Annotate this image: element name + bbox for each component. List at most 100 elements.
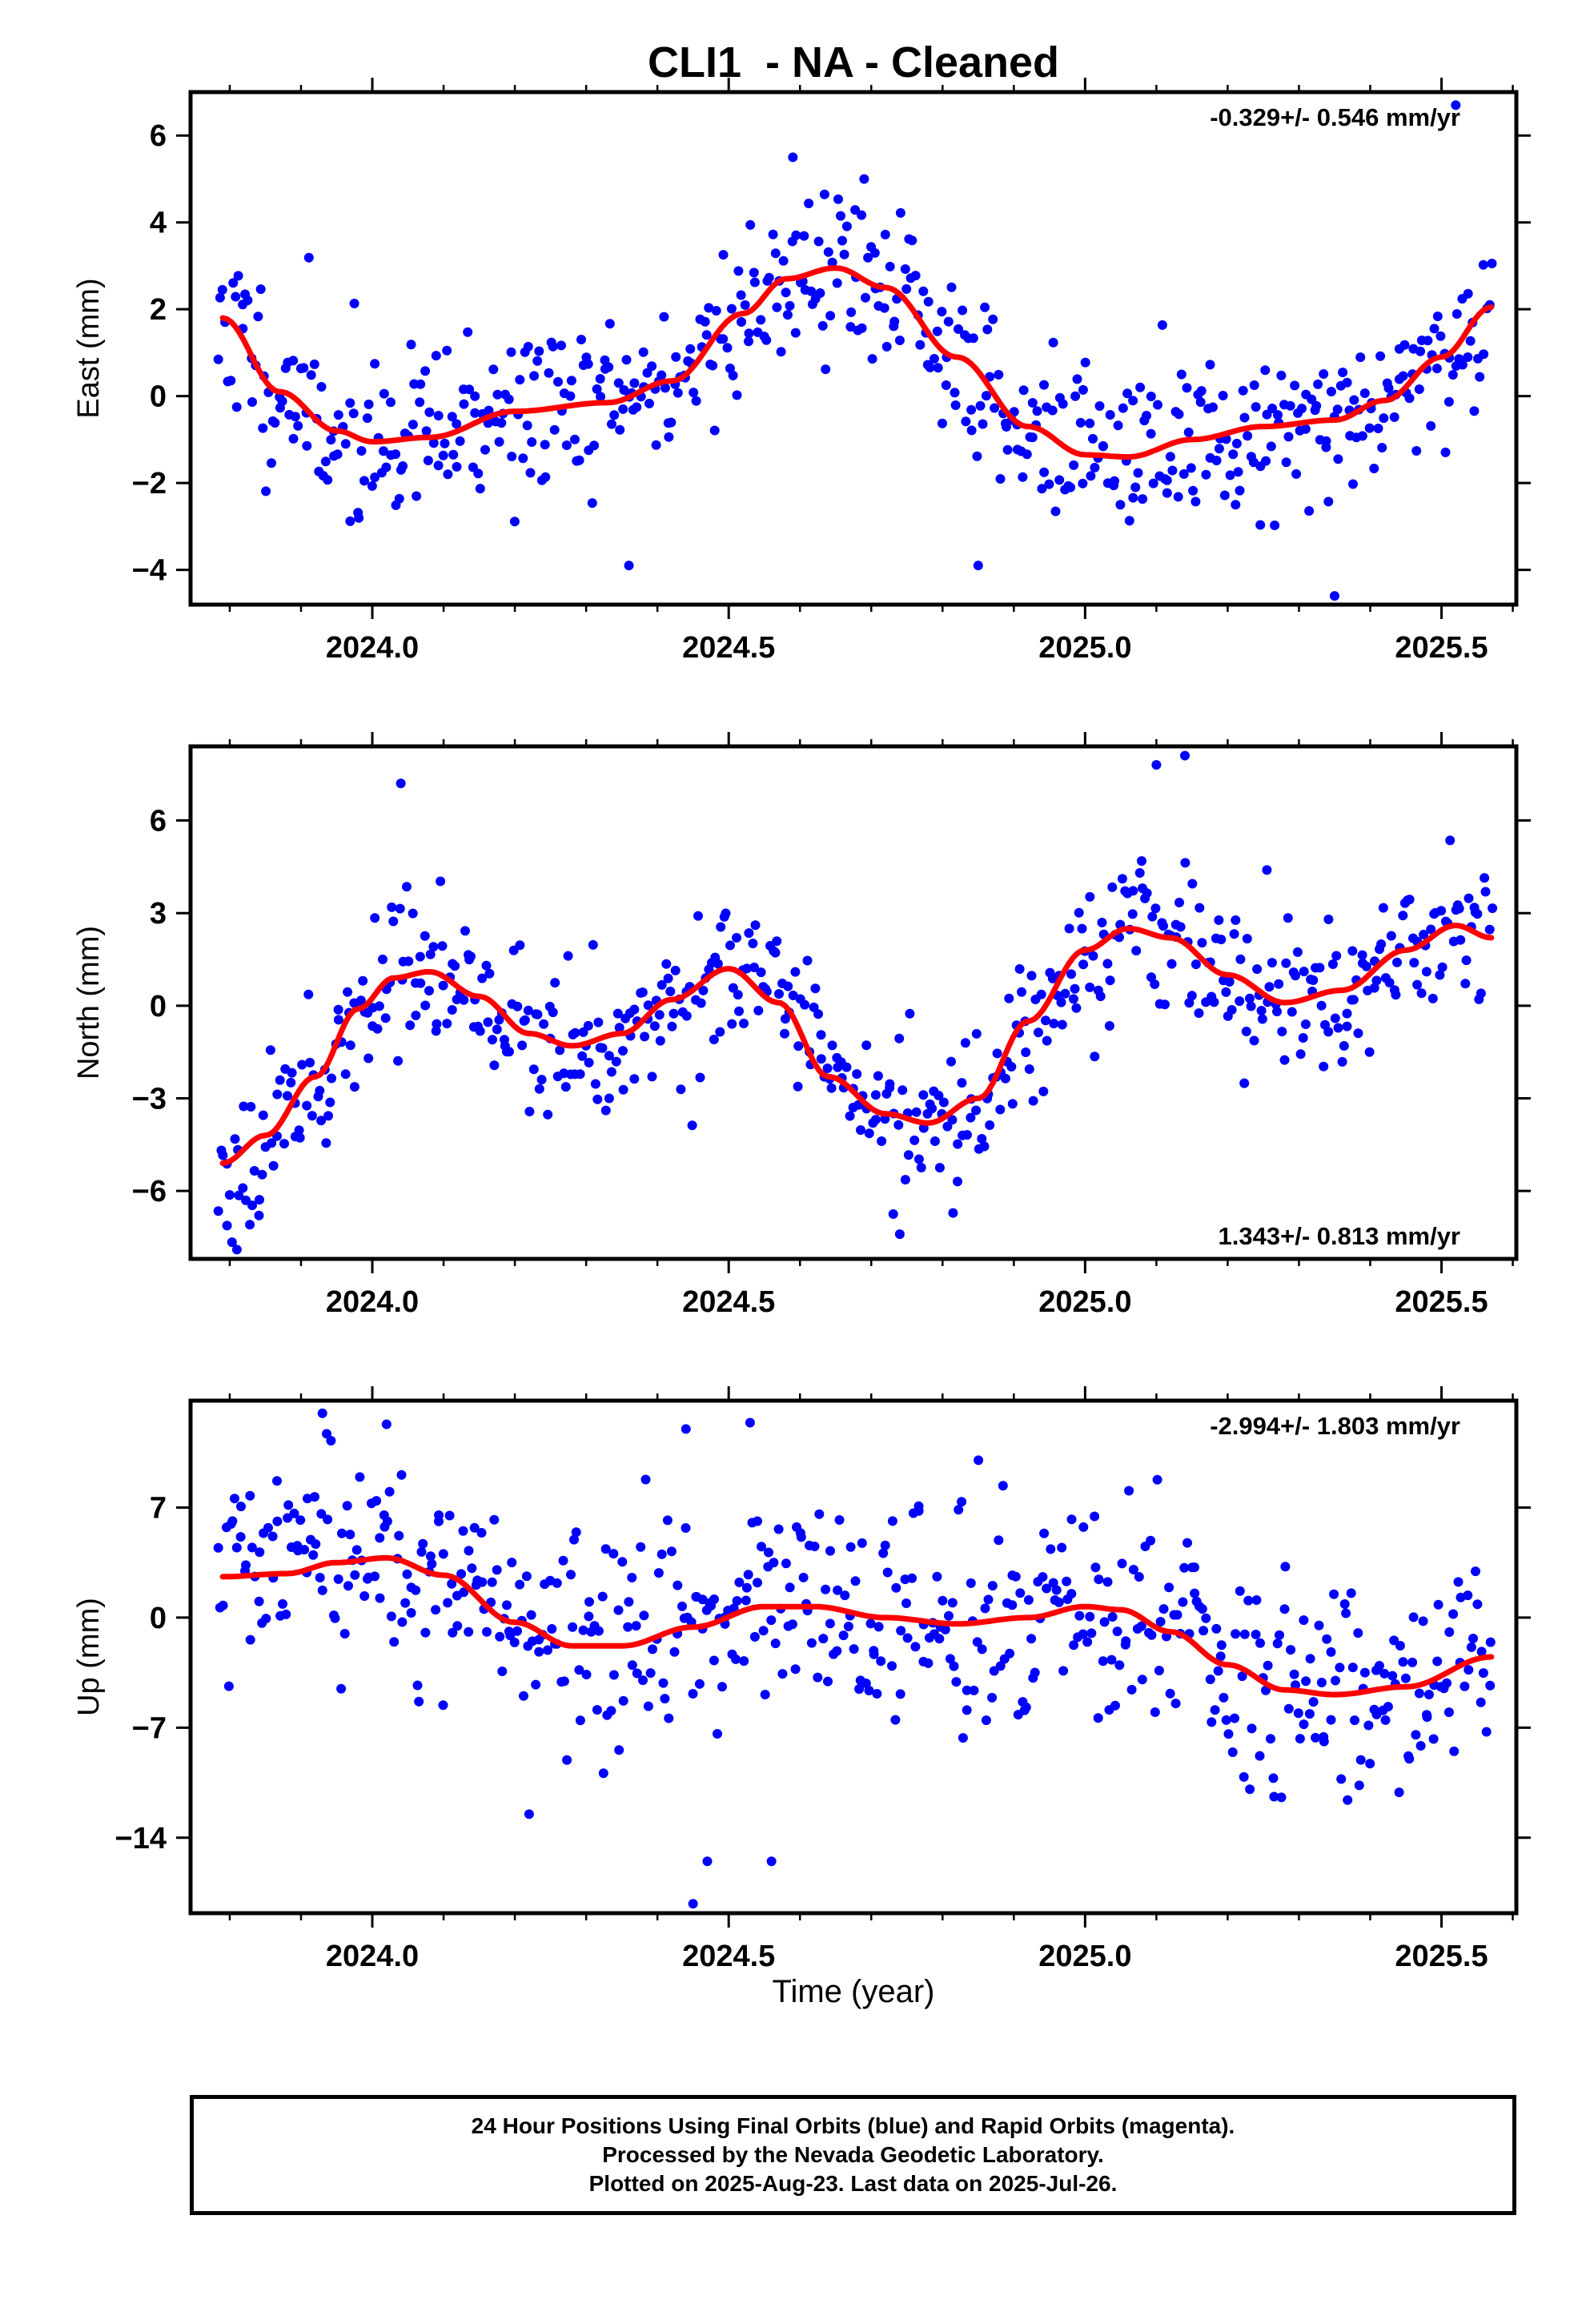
data-point [1085, 982, 1095, 992]
data-point [236, 1502, 246, 1512]
outlier-point [681, 1424, 691, 1434]
data-point [1289, 1669, 1299, 1679]
data-point [1036, 989, 1046, 999]
data-point [1304, 506, 1315, 516]
data-point [323, 475, 333, 485]
data-point [669, 1008, 679, 1019]
data-point [1357, 950, 1367, 960]
data-point [1219, 1692, 1229, 1703]
data-point [305, 1057, 315, 1068]
data-point [1239, 412, 1250, 423]
data-point [268, 1160, 279, 1171]
data-point [575, 1069, 585, 1080]
data-point [1377, 443, 1387, 452]
data-point [1341, 1608, 1351, 1618]
data-point [1480, 873, 1490, 883]
data-point [833, 194, 843, 204]
data-point [1191, 497, 1201, 507]
data-point [560, 1082, 571, 1092]
data-point [1190, 1588, 1200, 1598]
data-point [1476, 988, 1486, 999]
data-point [1245, 993, 1255, 1003]
data-points [213, 1408, 1496, 1909]
data-point [302, 440, 312, 451]
data-point [1398, 371, 1408, 381]
data-point [432, 1019, 442, 1029]
data-point [342, 1501, 352, 1511]
y-tick-label: 7 [150, 1491, 167, 1525]
data-point [1231, 915, 1241, 925]
data-point [673, 388, 683, 398]
data-point [695, 1072, 705, 1083]
data-point [1044, 479, 1054, 489]
data-point [1165, 452, 1175, 462]
data-point [1466, 1642, 1476, 1652]
data-point [476, 1528, 487, 1538]
data-point [224, 1190, 235, 1200]
data-point [1068, 994, 1078, 1004]
data-point [463, 327, 473, 337]
data-point [431, 1605, 441, 1615]
data-point [333, 1004, 343, 1015]
data-point [1162, 475, 1172, 485]
data-point [749, 1631, 760, 1642]
data-point [881, 341, 892, 352]
data-point [1342, 1008, 1352, 1019]
data-point [716, 922, 726, 932]
data-point [662, 1515, 673, 1526]
data-point [309, 359, 319, 369]
data-point [1266, 1734, 1275, 1744]
data-point [817, 320, 828, 331]
data-point [1082, 1637, 1093, 1647]
data-point [852, 1069, 862, 1080]
data-point [1051, 1585, 1062, 1595]
data-point [1389, 412, 1399, 422]
outlier-point [1451, 100, 1461, 111]
data-point [736, 290, 746, 300]
data-point [1298, 1033, 1308, 1043]
data-point [604, 1093, 614, 1104]
data-point [732, 390, 742, 400]
data-point [647, 361, 657, 372]
data-point [938, 1097, 949, 1108]
data-point [1364, 423, 1375, 433]
data-point [960, 1038, 970, 1048]
data-point [326, 1436, 336, 1445]
data-point [677, 1601, 687, 1611]
data-point [226, 376, 236, 386]
data-point [608, 1670, 619, 1680]
data-point [523, 341, 533, 352]
data-point [708, 360, 718, 371]
data-point [1017, 987, 1026, 997]
data-point [1280, 1562, 1291, 1572]
data-point [1400, 1673, 1411, 1683]
data-point [1464, 893, 1474, 903]
data-point [316, 1116, 327, 1126]
data-point [506, 347, 516, 357]
data-point [507, 1558, 517, 1568]
data-point [550, 978, 560, 988]
data-point [748, 939, 758, 949]
data-point [933, 363, 943, 373]
data-point [231, 292, 241, 302]
data-point [977, 1134, 987, 1144]
data-point [394, 493, 404, 504]
data-point [756, 315, 766, 325]
data-point [1005, 1648, 1015, 1659]
data-point [497, 1667, 508, 1676]
data-point [934, 1091, 944, 1100]
data-point [1346, 1588, 1356, 1598]
data-point [333, 1574, 343, 1584]
data-point [281, 1609, 291, 1619]
data-point [1408, 1612, 1419, 1622]
data-point [631, 1621, 641, 1631]
data-point [942, 1121, 953, 1132]
data-point [749, 267, 759, 278]
data-point [487, 1577, 497, 1587]
data-point [841, 1062, 852, 1072]
data-point [488, 1035, 497, 1045]
data-point [452, 1621, 463, 1631]
data-point [773, 1524, 784, 1534]
data-point [900, 264, 910, 274]
data-point [1187, 879, 1198, 889]
